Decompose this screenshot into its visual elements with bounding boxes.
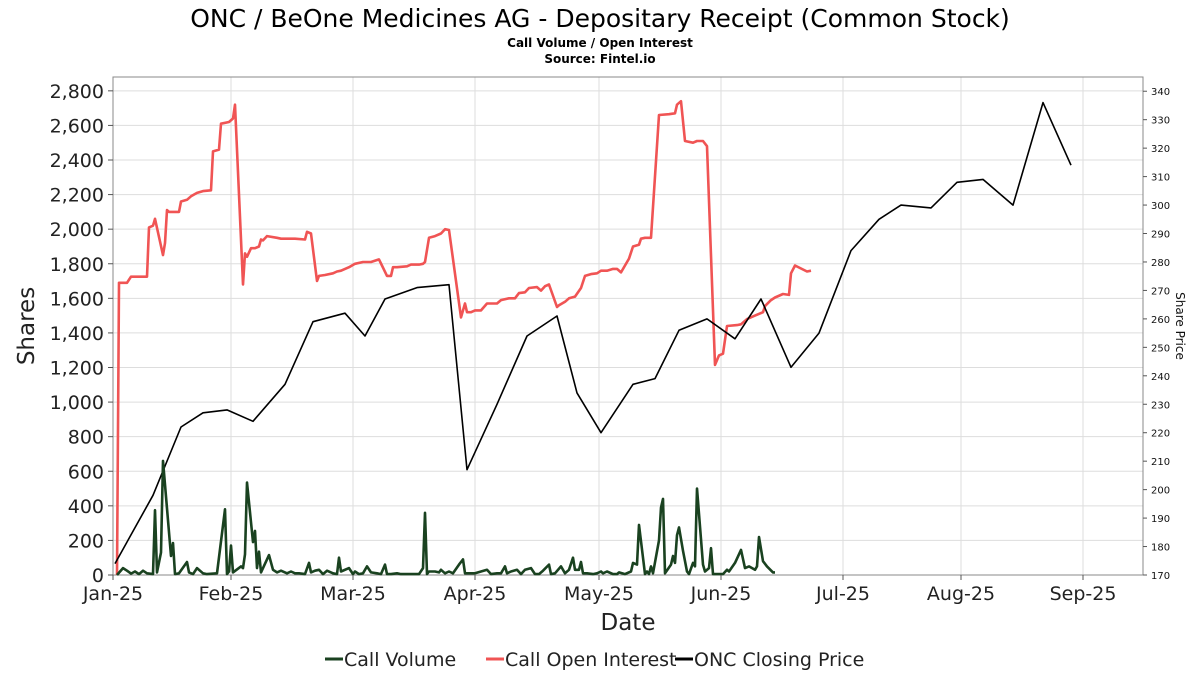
call-volume-line	[116, 459, 775, 576]
right-tick-label: 330	[1151, 116, 1170, 127]
left-tick-label: 600	[68, 461, 104, 483]
x-tick-label: Jul-25	[815, 583, 870, 605]
x-axis-label: Date	[601, 610, 656, 636]
x-tick-label: Mar-25	[320, 583, 386, 605]
left-tick-label: 2,600	[50, 115, 104, 137]
left-tick-label: 2,800	[50, 81, 104, 103]
x-tick-label: Aug-25	[927, 583, 995, 605]
legend: Call Volume Call Open Interest ONC Closing…	[325, 649, 864, 671]
left-tick-label: 1,400	[50, 323, 104, 345]
left-tick-label: 2,000	[50, 219, 104, 241]
left-tick-label: 0	[92, 565, 104, 587]
chart-title: ONC / BeOne Medicines AG - Depositary Re…	[190, 4, 1010, 33]
right-tick-label: 220	[1151, 429, 1170, 440]
left-tick-label: 2,400	[50, 150, 104, 172]
left-tick-label: 800	[68, 427, 104, 449]
x-tick-label: Jan-25	[82, 583, 143, 605]
left-tick-label: 1,200	[50, 358, 104, 380]
right-tick-label: 280	[1151, 258, 1170, 269]
x-axis-ticks: Jan-25 Feb-25 Mar-25 Apr-25 May-25 Jun-25 Jul-…	[82, 575, 1117, 605]
legend-label: ONC Closing Price	[694, 649, 864, 671]
grid	[112, 77, 1143, 576]
right-tick-label: 310	[1151, 173, 1170, 184]
left-axis-ticks: 0 200 400 600 800 1,000 1,200 1,400 1,600 1,800 2,…	[50, 81, 113, 587]
x-tick-label: May-25	[564, 583, 634, 605]
chart-subtitle: Call Volume / Open Interest	[507, 36, 693, 50]
x-tick-label: Feb-25	[199, 583, 264, 605]
right-tick-label: 250	[1151, 343, 1170, 354]
x-tick-label: Jun-25	[690, 583, 752, 605]
right-tick-label: 260	[1151, 315, 1170, 326]
left-tick-label: 1,000	[50, 392, 104, 414]
right-tick-label: 180	[1151, 543, 1170, 554]
legend-label: Call Volume	[344, 649, 456, 671]
left-tick-label: 1,600	[50, 288, 104, 310]
right-axis-ticks: 170 180 190 200 210 220 230 240 250 260 270 280 290 3…	[1143, 87, 1170, 582]
left-tick-label: 2,200	[50, 185, 104, 207]
left-tick-label: 400	[68, 496, 104, 518]
right-tick-label: 170	[1151, 571, 1170, 582]
right-tick-label: 230	[1151, 400, 1170, 411]
call-open-interest-line	[115, 99, 812, 576]
right-tick-label: 200	[1151, 486, 1170, 497]
right-tick-label: 320	[1151, 144, 1170, 155]
y2-axis-label: Share Price	[1173, 292, 1187, 360]
x-tick-label: Apr-25	[444, 583, 507, 605]
plot-area	[112, 76, 1144, 576]
legend-label: Call Open Interest	[505, 649, 677, 671]
onc-closing-price-line	[114, 101, 1072, 564]
right-tick-label: 270	[1151, 286, 1170, 297]
series-layer	[114, 99, 1072, 576]
left-tick-label: 1,800	[50, 254, 104, 276]
right-tick-label: 300	[1151, 201, 1170, 212]
right-tick-label: 340	[1151, 87, 1170, 98]
x-tick-label: Sep-25	[1050, 583, 1117, 605]
right-tick-label: 190	[1151, 514, 1170, 525]
right-tick-label: 240	[1151, 372, 1170, 383]
right-tick-label: 290	[1151, 230, 1170, 241]
left-tick-label: 200	[68, 530, 104, 552]
chart-source: Source: Fintel.io	[544, 52, 655, 66]
right-tick-label: 210	[1151, 457, 1170, 468]
y-axis-label: Shares	[14, 287, 40, 365]
